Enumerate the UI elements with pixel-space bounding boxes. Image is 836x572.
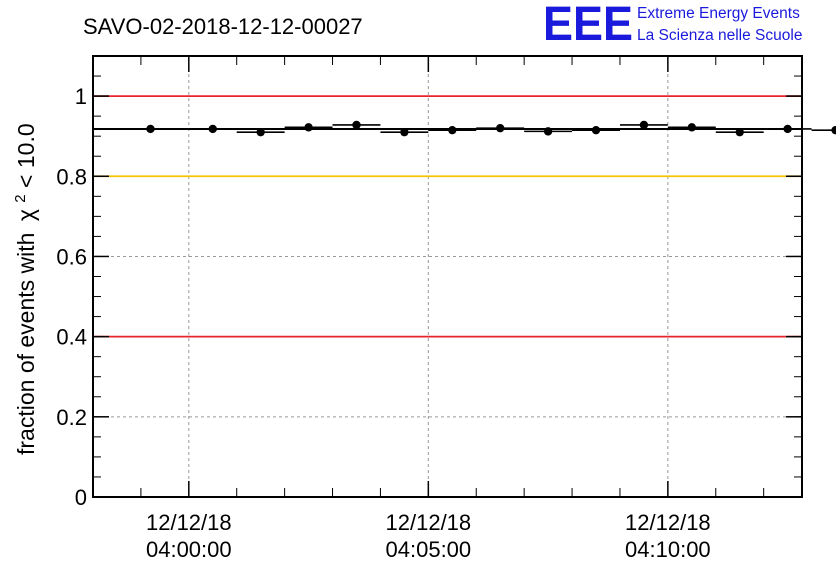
data-point: [208, 124, 217, 134]
y-tick-label: 0.2: [56, 405, 87, 430]
y-tick-label: 0: [75, 485, 87, 510]
y-axis-label-sup: 2: [12, 194, 29, 202]
data-point: [639, 120, 649, 130]
eee-logo-text: EEE: [543, 0, 633, 51]
data-point: [831, 125, 836, 135]
y-axis-label-text: fraction of events with: [13, 233, 39, 455]
data-point: [591, 125, 601, 135]
x-tick-label-date: 12/12/18: [386, 510, 472, 535]
x-tick-label-date: 12/12/18: [625, 510, 711, 535]
x-tick-label-time: 04:05:00: [386, 537, 472, 562]
data-point: [783, 124, 792, 134]
y-axis-label-rest: < 10.0: [13, 123, 39, 188]
data-point: [256, 127, 265, 137]
grid: [93, 56, 802, 497]
data-point: [400, 127, 409, 137]
axis-ticks: [93, 55, 802, 498]
y-tick-label: 0.4: [56, 325, 87, 350]
chart-title: SAVO-02-2018-12-12-00027: [83, 14, 363, 39]
data-point: [543, 127, 553, 136]
y-tick-label: 0.8: [56, 164, 87, 189]
y-axis-label: fraction of events with χ 2 < 10.0: [4, 123, 39, 455]
data-point: [448, 125, 457, 135]
data-point: [146, 124, 155, 134]
data-point: [304, 123, 313, 132]
data-points: [126, 120, 836, 137]
y-tick-label: 0.6: [56, 244, 87, 269]
x-tick-label-date: 12/12/18: [146, 510, 232, 535]
logo-line-1: Extreme Energy Events: [637, 5, 800, 22]
x-tick-label-time: 04:10:00: [625, 537, 711, 562]
data-point: [352, 120, 361, 130]
logo-line-2: La Scienza nelle Scuole: [637, 27, 802, 44]
data-point: [495, 123, 505, 133]
eee-logo: EEE Extreme Energy Events La Scienza nel…: [543, 0, 802, 51]
x-tick-label-time: 04:00:00: [146, 537, 232, 562]
y-axis-label-symbol: χ: [13, 209, 39, 221]
x-tick-labels: 12/12/1804:00:0012/12/1804:05:0012/12/18…: [146, 510, 711, 562]
plot-frame: [92, 55, 803, 498]
y-tick-label: 1: [75, 84, 87, 109]
reference-lines: [93, 95, 802, 338]
y-tick-labels: 0 0.2 0.4 0.6 0.8 1: [56, 84, 87, 510]
data-point: [687, 123, 697, 132]
data-point: [735, 127, 744, 137]
